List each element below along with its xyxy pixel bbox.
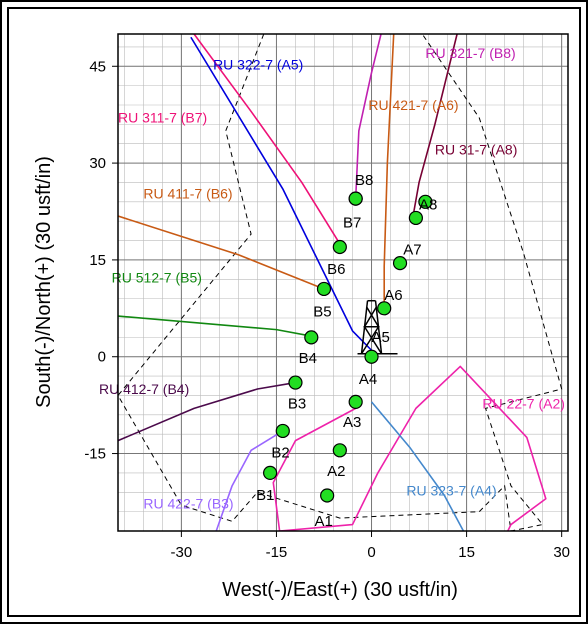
well-path-ru-422-7-b3 (215, 430, 284, 531)
well-point-b1 (263, 465, 278, 481)
y-tick-label: 15 (89, 252, 106, 269)
well-label-ru-422-7-b3: RU 422-7 (B3) (143, 495, 233, 511)
y-tick-label: 0 (98, 349, 106, 366)
point-label-b8: B8 (355, 172, 373, 189)
rig-strut (360, 326, 380, 355)
well-path-ru-22-7-a2 (272, 365, 547, 531)
well-points (263, 191, 433, 503)
point-label-a8: A8 (419, 197, 437, 214)
well-point-b8 (348, 191, 363, 206)
point-label-a3: A3 (343, 414, 361, 431)
point-label-b6: B6 (327, 261, 345, 278)
axis-ticks: -30 -15 0 15 30 -15 0 15 30 45 (84, 58, 570, 561)
well-point-a7 (408, 210, 423, 226)
y-tick-label: 30 (89, 155, 106, 172)
well-point-a6 (392, 256, 408, 271)
well-path-ru-421-7-a6 (383, 34, 395, 312)
lease-boundary (118, 34, 563, 531)
x-tick-label: 30 (553, 544, 570, 561)
well-path-ru-512-7-b5 (118, 315, 315, 338)
y-tick-label: 45 (89, 58, 106, 75)
well-label-ru-321-7-b8: RU 321-7 (B8) (425, 45, 515, 61)
plot-border (117, 33, 569, 532)
well-labels: RU 322-7 (A5) RU 311-7 (B7) RU 411-7 (B6) R… (99, 45, 565, 530)
well-point-b2 (275, 423, 290, 439)
point-label-b5: B5 (313, 304, 331, 321)
point-label-b1: B1 (256, 487, 274, 504)
well-point-b6 (332, 239, 347, 255)
rig-icon (357, 299, 398, 355)
well-path-ru-412-7-b4 (118, 381, 296, 442)
well-label-ru-31-7-a8: RU 31-7 (A8) (435, 142, 517, 158)
well-path-ru-311-7-b7 (193, 34, 341, 245)
well-label-ru-421-7-a6: RU 421-7 (A6) (368, 97, 458, 113)
lease-boundary-line (118, 34, 563, 531)
well-path-ru-321-7-b8 (354, 34, 382, 199)
well-point-a3 (348, 394, 363, 410)
point-label-a7: A7 (403, 242, 421, 259)
well-point-a2 (332, 443, 347, 458)
point-label-a4: A4 (359, 371, 377, 388)
inner-border (7, 7, 581, 617)
well-point-b4 (304, 330, 319, 345)
well-label-ru-323-7-a4: RU 323-7 (A4) (406, 483, 496, 499)
point-label-b7: B7 (343, 215, 361, 232)
well-label-ru-22-7-a2: RU 22-7 (A2) (482, 395, 564, 411)
x-tick-label: -30 (171, 544, 193, 561)
point-label-a2: A2 (327, 463, 345, 480)
well-label-ru-311-7-b7: RU 311-7 (B7) (118, 109, 207, 125)
well-label-ru-412-7-b4: RU 412-7 (B4) (99, 381, 189, 397)
y-tick-label: -15 (84, 446, 106, 463)
point-label-a1: A1 (314, 513, 332, 530)
y-axis-label: South(-)/North(+) (30 usft/in) (33, 156, 55, 408)
well-path-ru-411-7-b6 (118, 215, 325, 290)
x-tick-label: 0 (367, 544, 375, 561)
x-tick-label: 15 (458, 544, 475, 561)
well-point-a8 (418, 194, 433, 209)
point-label-b2: B2 (271, 444, 289, 461)
well-label-ru-322-7-a5: RU 322-7 (A5) (213, 57, 303, 73)
point-label-a6: A6 (384, 287, 402, 304)
well-point-a5 (377, 301, 392, 316)
well-path-ru-322-7-a5 (190, 36, 376, 355)
well-point-b3 (288, 375, 303, 390)
well-path-ru-323-7-a4 (370, 401, 465, 531)
well-point-a1 (320, 488, 335, 503)
well-label-ru-512-7-b5: RU 512-7 (B5) (112, 270, 202, 286)
well-paths (118, 34, 547, 531)
rig-strut (365, 306, 380, 328)
well-path-ru-31-7-a8 (411, 34, 458, 219)
x-tick-label: -15 (266, 544, 288, 561)
point-label-b4: B4 (299, 350, 317, 367)
well-point-a4 (364, 349, 379, 364)
rig-strut (363, 306, 378, 328)
point-label-b3: B3 (288, 395, 306, 412)
well-point-b5 (316, 281, 332, 297)
well-label-ru-411-7-b6: RU 411-7 (B6) (143, 186, 232, 202)
plot-area: RU 322-7 (A5) RU 311-7 (B7) RU 411-7 (B6) R… (99, 33, 569, 532)
rig-strut (363, 326, 383, 355)
point-label-a5: A5 (372, 329, 390, 346)
x-axis-label: West(-)/East(+) (30 usft/in) (222, 579, 458, 601)
